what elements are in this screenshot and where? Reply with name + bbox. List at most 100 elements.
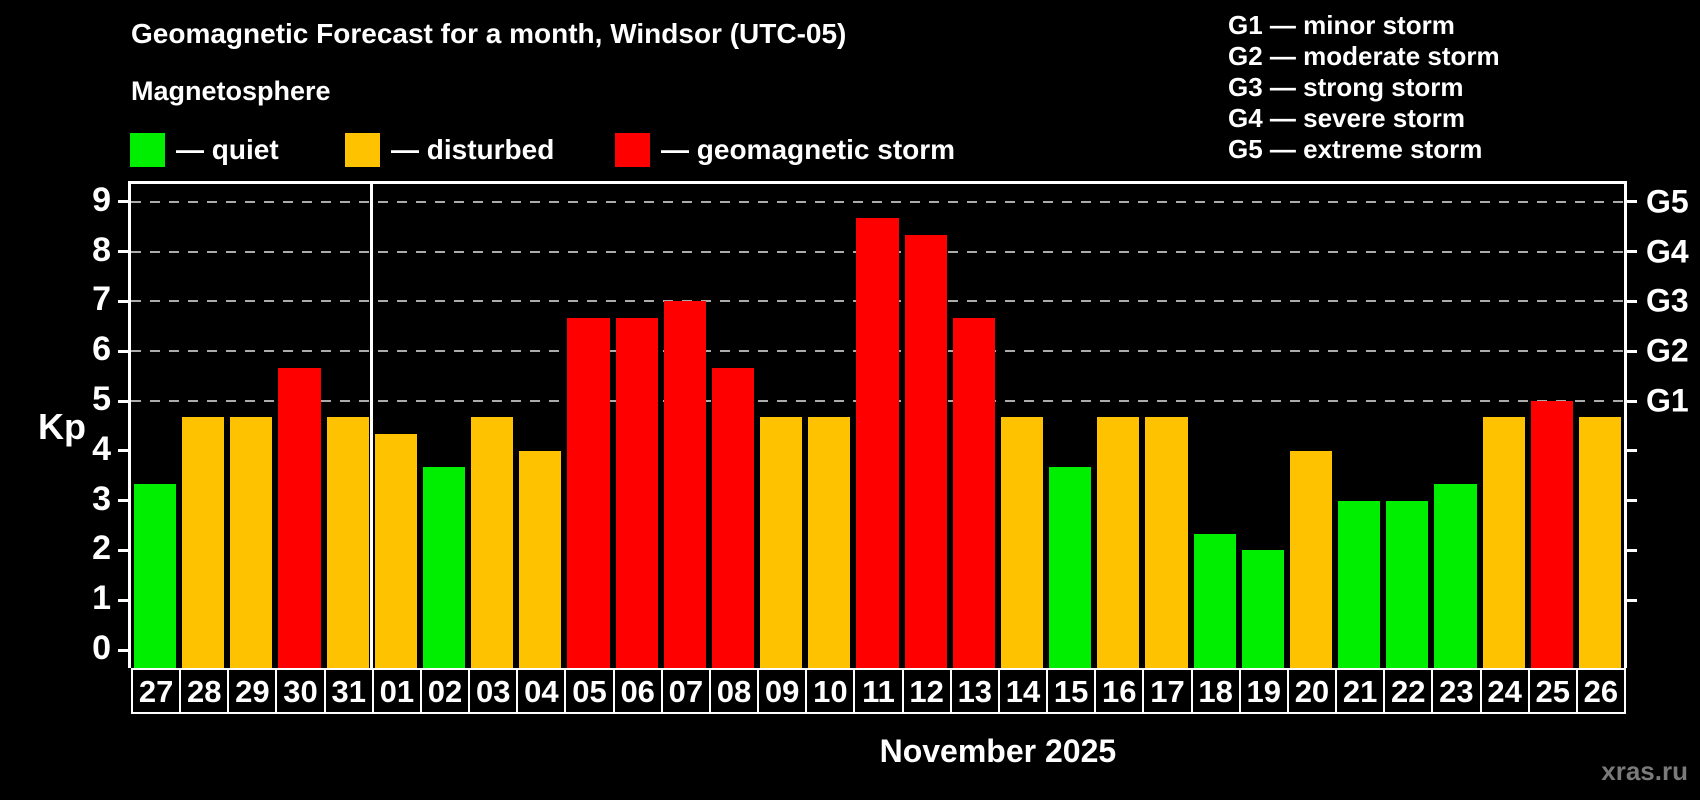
x-label-day-05: 05 — [564, 668, 615, 714]
quiet-legend-label: — quiet — [176, 134, 279, 165]
y-tick-label: 4 — [92, 429, 111, 468]
y-tick-label: 2 — [92, 529, 111, 568]
g-legend-line: G1 — minor storm — [1228, 10, 1455, 40]
x-label-day-01: 01 — [371, 668, 422, 714]
y-tick — [118, 349, 128, 353]
bar-day-24 — [1482, 417, 1525, 668]
right-axis-tick — [1627, 499, 1637, 503]
right-axis-tick — [1627, 349, 1637, 353]
bar-day-02 — [422, 467, 466, 668]
x-label-day-08: 08 — [708, 668, 760, 714]
plot-area — [128, 181, 1627, 668]
x-label-day-03: 03 — [468, 668, 519, 714]
y-tick — [118, 250, 128, 254]
gridline-g5 — [131, 200, 1624, 203]
y-tick — [118, 648, 128, 652]
page-title: Geomagnetic Forecast for a month, Windso… — [131, 18, 847, 49]
x-label-day-25: 25 — [1527, 668, 1578, 714]
bar-day-12 — [904, 235, 947, 668]
x-label-day-07: 07 — [660, 668, 711, 714]
y-tick — [118, 200, 128, 204]
bar-day-28 — [182, 417, 225, 668]
y-tick — [118, 548, 128, 552]
x-label-day-10: 10 — [805, 668, 856, 714]
g-legend-line: G5 — extreme storm — [1228, 134, 1483, 164]
bar-day-04 — [519, 450, 562, 668]
x-label-day-12: 12 — [901, 668, 952, 714]
x-label-day-21: 21 — [1335, 668, 1386, 714]
bar-day-03 — [471, 417, 514, 668]
y-tick-label: 1 — [92, 579, 111, 618]
bar-day-05 — [567, 317, 610, 668]
g-scale-legend: G1 — minor storm G2 — moderate storm G3 … — [1228, 10, 1500, 165]
y-tick-label: 6 — [92, 330, 111, 369]
bar-day-27 — [134, 484, 177, 668]
right-axis-tick — [1627, 449, 1637, 453]
x-label-day-18: 18 — [1190, 668, 1241, 714]
x-label-day-17: 17 — [1142, 668, 1193, 714]
g-axis-label-g3: G3 — [1646, 282, 1689, 319]
bar-day-17 — [1145, 417, 1188, 668]
bar-day-07 — [663, 301, 706, 668]
y-tick-label: 0 — [92, 628, 111, 667]
g-legend-line: G4 — severe storm — [1228, 103, 1466, 133]
x-label-day-06: 06 — [612, 668, 663, 714]
x-label-day-02: 02 — [419, 668, 471, 714]
magnetosphere-subtitle: Magnetosphere — [131, 76, 331, 106]
bar-day-10 — [808, 417, 851, 668]
bar-day-16 — [1097, 417, 1140, 668]
x-label-day-14: 14 — [997, 668, 1049, 714]
kp-axis-title: Kp — [38, 406, 86, 447]
bar-day-29 — [230, 417, 273, 668]
bar-day-31 — [326, 417, 369, 668]
x-label-day-11: 11 — [853, 668, 904, 714]
right-axis-tick — [1627, 299, 1637, 303]
bar-day-23 — [1434, 484, 1477, 668]
y-tick — [118, 399, 128, 403]
bar-day-21 — [1338, 500, 1381, 668]
x-label-day-13: 13 — [949, 668, 1000, 714]
bar-day-09 — [760, 417, 803, 668]
month-separator-line — [370, 184, 374, 668]
bar-day-06 — [615, 317, 658, 668]
bar-day-20 — [1289, 450, 1333, 668]
bar-day-14 — [1000, 417, 1044, 668]
x-label-day-28: 28 — [179, 668, 230, 714]
y-tick-label: 3 — [92, 479, 111, 518]
bar-day-13 — [952, 317, 995, 668]
x-label-day-15: 15 — [1046, 668, 1097, 714]
bar-day-26 — [1578, 417, 1621, 668]
g-axis-label-g4: G4 — [1646, 233, 1689, 270]
bar-day-30 — [278, 367, 321, 668]
quiet-legend-swatch — [130, 133, 165, 167]
x-label-day-29: 29 — [227, 668, 278, 714]
storm-legend-swatch — [615, 133, 650, 167]
x-label-day-20: 20 — [1286, 668, 1338, 714]
y-tick — [118, 449, 128, 453]
bar-day-22 — [1386, 500, 1429, 668]
g-axis-label-g5: G5 — [1646, 183, 1689, 220]
y-tick-label: 9 — [92, 180, 111, 219]
disturbed-legend-label: — disturbed — [391, 134, 555, 165]
x-label-day-22: 22 — [1383, 668, 1434, 714]
x-label-day-24: 24 — [1479, 668, 1530, 714]
x-label-day-19: 19 — [1238, 668, 1289, 714]
bar-day-01 — [374, 434, 417, 668]
watermark: xras.ru — [1601, 756, 1688, 786]
g-legend-line: G3 — strong storm — [1228, 72, 1464, 102]
bar-day-18 — [1193, 533, 1236, 668]
bar-day-15 — [1049, 467, 1092, 668]
bar-day-08 — [711, 367, 755, 668]
y-tick — [118, 499, 128, 503]
right-axis-tick — [1627, 399, 1637, 403]
x-label-day-26: 26 — [1575, 668, 1626, 714]
storm-legend-label: — geomagnetic storm — [661, 134, 956, 165]
x-label-day-16: 16 — [1094, 668, 1145, 714]
month-label: November 2025 — [879, 733, 1117, 769]
g-axis-label-g2: G2 — [1646, 332, 1689, 369]
x-label-day-09: 09 — [757, 668, 808, 714]
x-label-day-04: 04 — [516, 668, 567, 714]
g-axis-label-g1: G1 — [1646, 382, 1689, 419]
x-label-day-30: 30 — [275, 668, 326, 714]
